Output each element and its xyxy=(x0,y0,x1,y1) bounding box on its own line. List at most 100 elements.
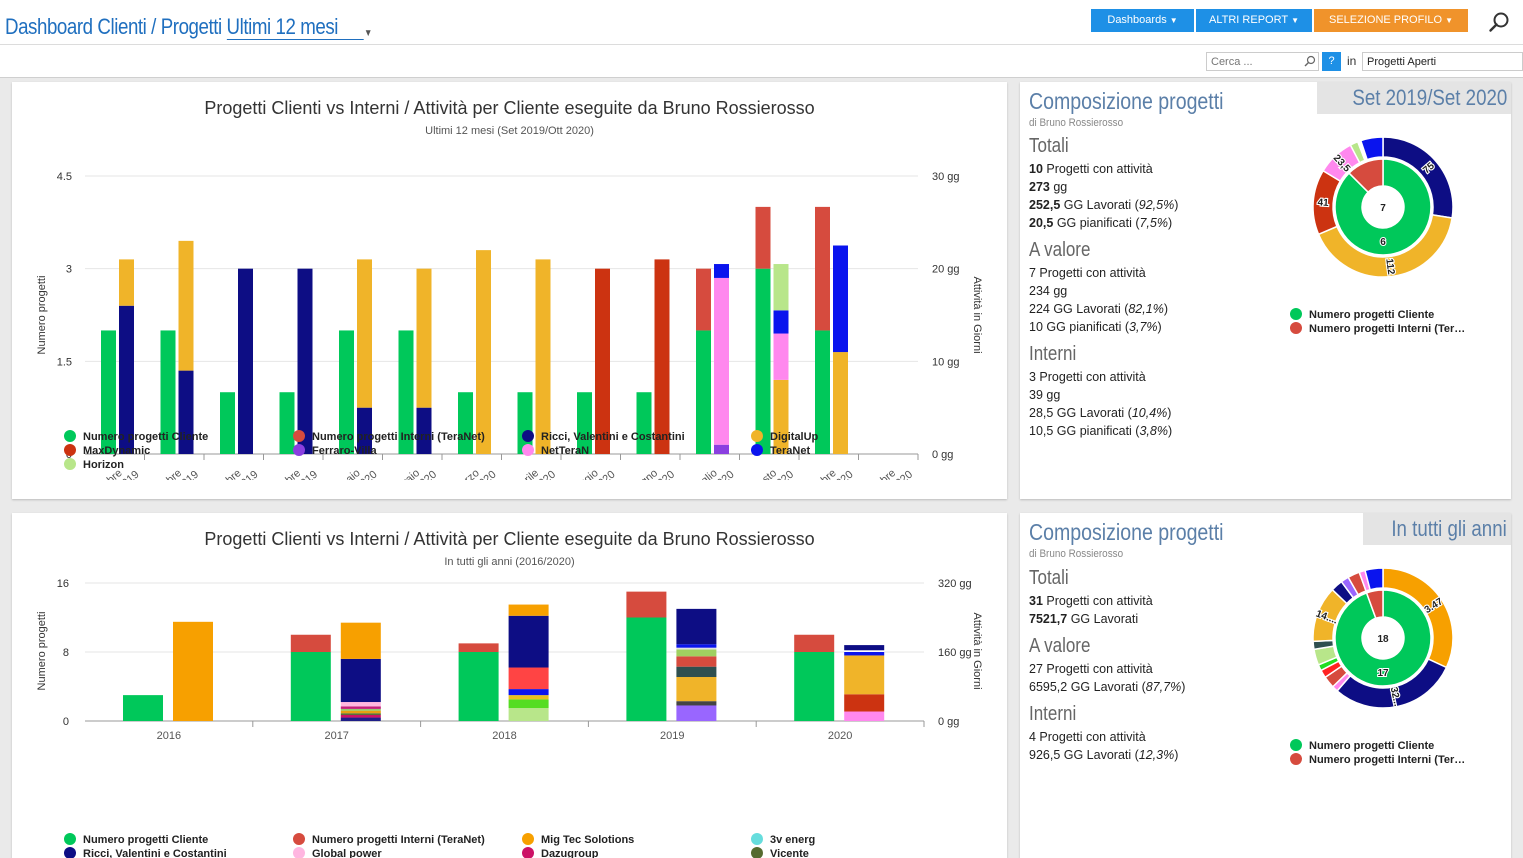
bar-projects xyxy=(458,643,499,652)
bar-activity xyxy=(119,259,134,306)
chevron-down-icon[interactable]: ▼ xyxy=(364,28,373,39)
x-tick-label-year: 2019 xyxy=(234,469,260,480)
legend-item[interactable]: Numero progetti Cliente xyxy=(1290,739,1465,753)
x-tick-label: 2019 xyxy=(660,730,684,742)
chart-legend: Numero progetti Cliente Numero progetti I… xyxy=(64,833,984,858)
text: GG Lavorati ( xyxy=(1060,198,1139,212)
in-label: in xyxy=(1347,54,1357,68)
bar-activity xyxy=(654,259,670,454)
chart-title: Progetti Clienti vs Interni / Attività p… xyxy=(204,98,815,118)
valore-line: 10 GG pianificati (3,7%) xyxy=(1029,320,1162,334)
bar-activity xyxy=(340,713,381,715)
totali-line: 31 Progetti con attività xyxy=(1029,594,1153,608)
x-tick-label: 2017 xyxy=(324,730,348,742)
donut-inner-slice xyxy=(1347,158,1384,194)
text: GG Lavorati xyxy=(1067,612,1139,626)
x-tick-label-year: 2020 xyxy=(829,469,855,480)
bar-activity xyxy=(595,268,610,454)
donut-center-label: 18 xyxy=(1377,634,1389,645)
legend-item[interactable]: Numero progetti Interni (TeraNet) xyxy=(293,430,485,443)
bar-projects xyxy=(458,392,473,454)
percent: 92,5% xyxy=(1138,198,1175,212)
legend-item[interactable]: DigitalUp xyxy=(751,430,818,443)
x-tick-label: 2016 xyxy=(157,730,181,742)
bar-projects xyxy=(339,330,354,454)
dropdown-caret-icon: ▼ xyxy=(1445,16,1453,25)
bar-activity xyxy=(844,652,885,656)
legend-item[interactable]: 3v energ xyxy=(751,833,815,846)
bar-activity xyxy=(833,245,848,353)
bar-activity xyxy=(508,699,549,709)
y2-axis-label: Attività in Giorni xyxy=(971,612,983,689)
bar-activity xyxy=(773,333,789,380)
legend-item[interactable]: NetTeraN xyxy=(522,444,589,457)
legend-item[interactable]: Ferraro-Villa xyxy=(293,444,377,457)
donut-slice-label: 32... xyxy=(1388,686,1403,708)
legend-dot xyxy=(64,444,76,456)
x-tick-label: 2018 xyxy=(492,730,516,742)
search-icon[interactable] xyxy=(1488,11,1510,33)
percent: 12,3% xyxy=(1138,748,1175,762)
help-button[interactable]: ? xyxy=(1322,52,1341,71)
donut-inner-slice xyxy=(1334,589,1432,687)
legend-item[interactable]: TeraNet xyxy=(751,444,810,457)
valore-line: 27 Progetti con attività xyxy=(1029,662,1153,676)
totali-line: 273 gg xyxy=(1029,180,1067,194)
bar-projects xyxy=(160,330,176,454)
altri-report-label: ALTRI REPORT xyxy=(1209,14,1289,26)
percent: 7,5% xyxy=(1139,216,1168,230)
legend-label: Numero progetti Cliente xyxy=(83,834,209,846)
legend-item[interactable]: Mig Tec Solotions xyxy=(522,833,634,846)
x-tick-label-year: 2020 xyxy=(651,469,677,480)
legend-item[interactable]: Numero progetti Interni (Ter… xyxy=(1290,322,1465,336)
legend-item[interactable]: Numero progetti Cliente xyxy=(1290,308,1465,322)
legend-dot xyxy=(522,444,534,456)
bar-activity xyxy=(340,714,381,718)
x-tick-label-year: 2020 xyxy=(532,469,558,480)
y-tick-label: 0 xyxy=(63,716,69,728)
x-tick-label-year: 2020 xyxy=(770,469,796,480)
bar-activity xyxy=(178,240,194,371)
legend-item[interactable]: Horizon xyxy=(64,458,124,471)
dashboard-title: Dashboard Clienti / Progetti xyxy=(5,14,222,39)
bar-activity xyxy=(773,264,789,311)
dashboards-button[interactable]: Dashboards ▼ xyxy=(1091,9,1194,32)
bar-activity xyxy=(340,702,381,707)
legend-item[interactable]: Numero progetti Interni (TeraNet) xyxy=(293,833,485,846)
donut-slice-label: 41 xyxy=(1317,197,1329,209)
legend-item[interactable]: Numero progetti Cliente xyxy=(64,833,208,846)
text: 10,5 GG pianificati ( xyxy=(1029,424,1140,438)
period-select[interactable]: Ultimi 12 mesi xyxy=(226,14,364,40)
percent: 10,4% xyxy=(1131,406,1168,420)
legend-item[interactable]: Numero progetti Cliente xyxy=(64,430,208,443)
legend-item[interactable]: Ricci, Valentini e Costantini xyxy=(522,430,685,443)
bar-projects xyxy=(220,392,235,454)
bar-activity xyxy=(844,650,885,652)
period-badge-text: Set 2019/Set 2020 xyxy=(1352,85,1507,110)
altri-report-button[interactable]: ALTRI REPORT ▼ xyxy=(1196,9,1312,32)
legend-dot xyxy=(751,430,763,442)
bar-activity xyxy=(340,658,381,703)
legend-item[interactable]: Numero progetti Interni (Ter… xyxy=(1290,753,1465,767)
bar-activity xyxy=(357,259,372,408)
bar-activity xyxy=(476,250,491,454)
bar-activity xyxy=(508,708,549,721)
search-input[interactable] xyxy=(1206,52,1319,71)
totali-line: 252,5 GG Lavorati (92,5%) xyxy=(1029,198,1179,212)
y-tick-label: 3 xyxy=(66,264,72,276)
bar-projects xyxy=(815,206,830,331)
value: 20,5 xyxy=(1029,216,1054,230)
bar-activity xyxy=(508,615,549,668)
y2-tick-label: 30 gg xyxy=(932,171,960,183)
selezione-profilo-button[interactable]: SELEZIONE PROFILO ▼ xyxy=(1314,9,1468,32)
scope-select[interactable]: Progetti Aperti xyxy=(1362,52,1523,71)
legend-label: TeraNet xyxy=(770,445,811,457)
interni-line: 926,5 GG Lavorati (12,3%) xyxy=(1029,748,1179,762)
bar-activity xyxy=(508,604,549,616)
bar-projects xyxy=(626,591,667,618)
legend-item[interactable]: MaxDynamic xyxy=(64,444,150,457)
valore-line: 7 Progetti con attività xyxy=(1029,266,1146,280)
search-icon[interactable] xyxy=(1304,55,1316,67)
bar-projects xyxy=(626,617,667,721)
